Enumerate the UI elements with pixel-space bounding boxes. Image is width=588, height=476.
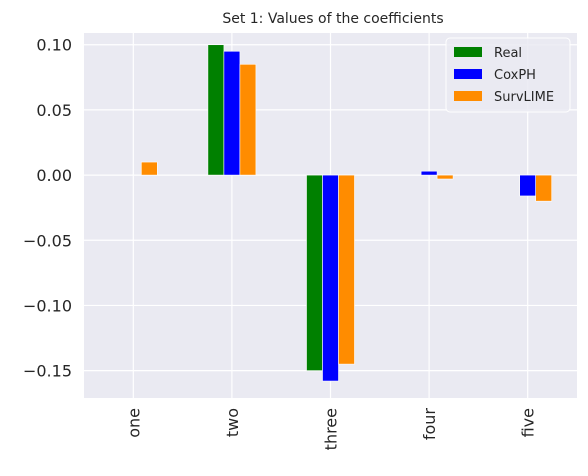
x-tick-label-three: three [322, 408, 341, 450]
bar-coxph-four [420, 170, 438, 176]
legend-label-coxph: CoxPH [494, 68, 536, 83]
y-tick-label: 0.05 [36, 101, 72, 120]
bar-real-three [306, 174, 323, 371]
bar-survlime-five [535, 174, 553, 202]
legend-swatch-real [454, 47, 482, 57]
bar-coxph-five [519, 174, 537, 197]
x-tick-label-four: four [420, 408, 439, 441]
x-tick-label-two: two [223, 408, 242, 437]
y-tick-label: 0.00 [36, 166, 72, 185]
bar-survlime-two [239, 63, 257, 176]
x-tick-label-one: one [124, 408, 143, 438]
bars [109, 44, 553, 382]
y-tick-label: −0.05 [23, 231, 72, 250]
bar-coxph-three [322, 174, 339, 382]
y-tick-label: 0.10 [36, 36, 72, 55]
legend-label-real: Real [494, 46, 522, 61]
chart-title: Set 1: Values of the coefficients [222, 11, 443, 27]
y-tick-label: −0.10 [23, 296, 72, 315]
legend: Real CoxPH SurvLIME [445, 37, 571, 113]
legend-swatch-coxph [454, 69, 482, 79]
legend-label-survlime: SurvLIME [494, 90, 554, 105]
bar-survlime-four [436, 174, 454, 180]
bar-survlime-one [141, 161, 158, 176]
y-tick-label: −0.15 [23, 362, 72, 381]
legend-swatch-survlime [454, 91, 482, 101]
bar-real-two [207, 44, 225, 176]
bar-survlime-three [338, 174, 355, 365]
bar-coxph-two [223, 50, 241, 176]
x-tick-label-five: five [519, 408, 538, 437]
x-axis: one two three four five [124, 408, 537, 451]
y-axis: 0.10 0.05 0.00 −0.05 −0.10 −0.15 [23, 36, 72, 381]
